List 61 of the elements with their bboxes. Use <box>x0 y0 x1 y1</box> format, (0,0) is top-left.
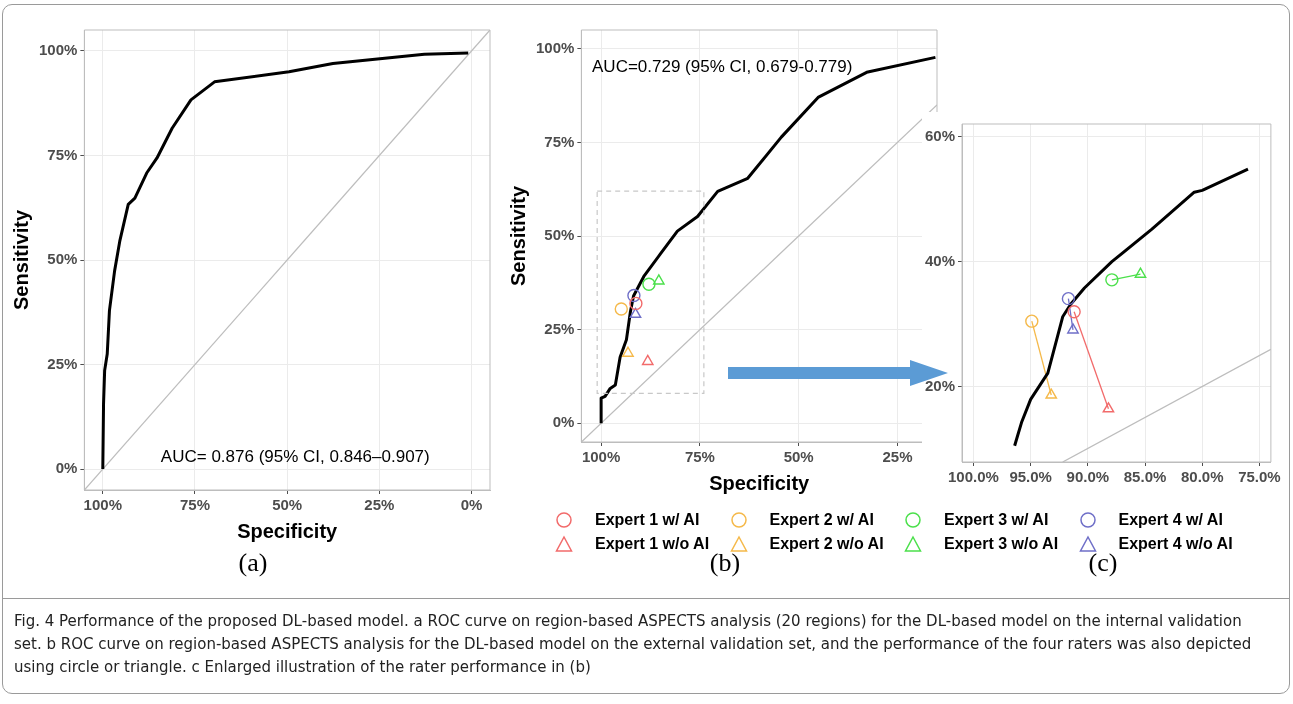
legend-label: Expert 4 w/o AI <box>1118 535 1233 553</box>
y-axis-title: Sensitivity <box>506 185 529 287</box>
y-axis-title: Sensitivity <box>9 209 32 311</box>
x-tick-label: 75.0% <box>1238 468 1281 486</box>
point <box>1105 273 1119 287</box>
point <box>629 296 643 311</box>
point <box>1025 314 1039 328</box>
legend-label: Expert 2 w/o AI <box>769 535 884 553</box>
y-tick-label: 75% <box>47 145 78 163</box>
legend-label: Expert 4 w/ AI <box>1118 511 1223 529</box>
caption: Fig. 4 Performance of the proposed DL-based model. a ROC curve on region-based ASPECTS analysis (20 regions) for the DL-based model on the internal validation set. b ROC curve on region-based ASPECTS analysis for the DL-based model on the external validation set, and the performance of the four raters was also depicted using circle or triangle. c Enlarged illustration of the rater performance in (b) <box>14 611 1253 678</box>
x-tick-label: 100% <box>581 448 621 466</box>
legend-label: Expert 2 w/ AI <box>769 511 874 529</box>
x-tick-label: 0% <box>460 496 483 514</box>
x-tick-label: 75% <box>179 496 211 514</box>
point <box>622 346 634 357</box>
y-tick-label: 75% <box>544 132 575 150</box>
x-tick-label: 80.0% <box>1180 468 1224 486</box>
legend-label: Expert 1 w/o AI <box>595 535 710 553</box>
point <box>1134 267 1147 278</box>
point <box>614 302 628 316</box>
legend-label: Expert 3 w/ AI <box>944 511 1049 529</box>
annotation: AUC=0.729 (95% CI, 0.679-0.779) <box>592 56 853 76</box>
x-tick-label: 85.0% <box>1123 468 1167 486</box>
y-tick-label: 0% <box>552 413 575 431</box>
x-tick-label: 90.0% <box>1066 468 1110 486</box>
point <box>629 307 642 318</box>
point <box>627 288 641 303</box>
point <box>1061 291 1076 306</box>
x-tick-label: 50% <box>783 448 814 466</box>
y-tick-label: 100% <box>535 38 575 56</box>
x-tick-label: 95.0% <box>1009 468 1052 486</box>
x-tick-label: 50% <box>272 496 303 514</box>
x-tick-label: 100% <box>83 496 122 514</box>
text: (a) <box>237 548 269 578</box>
legend-label: Expert 3 w/o AI <box>944 535 1059 553</box>
x-axis-title: Specificity <box>237 519 339 542</box>
point <box>652 274 665 285</box>
point <box>642 277 656 292</box>
point <box>1067 305 1081 319</box>
y-tick-label: 40% <box>924 251 956 269</box>
x-tick-label: 25% <box>364 496 395 514</box>
x-axis-title: Specificity <box>709 471 811 494</box>
y-tick-label: 50% <box>47 250 78 268</box>
text: (c) <box>1088 548 1118 577</box>
y-tick-label: 25% <box>544 319 575 337</box>
legend-label: Expert 1 w/ AI <box>595 511 700 529</box>
point <box>1045 388 1058 399</box>
x-tick-label: 100.0% <box>948 468 999 486</box>
point <box>641 354 654 366</box>
text: (b) <box>709 548 741 577</box>
y-tick-label: 50% <box>544 226 575 244</box>
y-tick-label: 100% <box>38 41 78 59</box>
point <box>1067 323 1079 334</box>
x-tick-label: 25% <box>882 448 913 466</box>
y-tick-label: 60% <box>924 126 956 144</box>
x-tick-label: 75% <box>684 448 715 466</box>
point <box>1102 402 1115 413</box>
y-tick-label: 25% <box>47 354 78 372</box>
annotation: AUC= 0.876 (95% CI, 0.846–0.907) <box>160 447 430 467</box>
y-tick-label: 20% <box>924 377 956 395</box>
